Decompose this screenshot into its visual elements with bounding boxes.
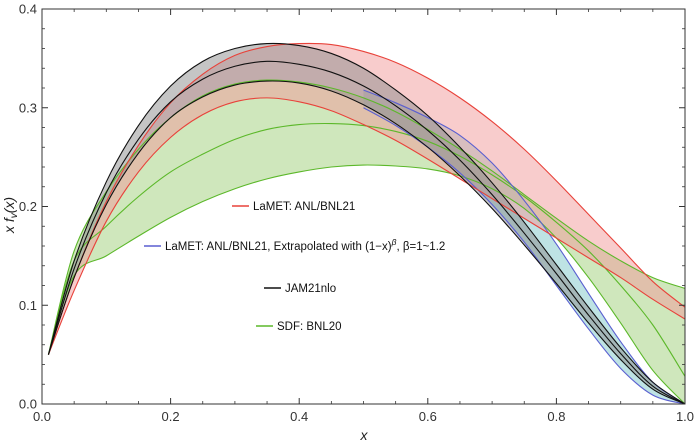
curve-jam21nlo-lower (47, 80, 686, 405)
legend-label-lamet: LaMET: ANL/BNL21 (253, 201, 355, 213)
legend-label-sdf: SDF: BNL20 (277, 321, 342, 333)
legend-label-jam21nlo: JAM21nlo (285, 283, 336, 295)
legend-label-lamet-extrapolated-main: LaMET: ANL/BNL21, Extrapolated with (1−x… (165, 241, 392, 253)
y-axis-label: x fv(x) (1, 197, 20, 234)
y-axis-label-arg: (x) (1, 197, 17, 213)
x-tick-label-0.8: 0.8 (547, 409, 565, 424)
curve-sdf-bnl20-upper (47, 79, 686, 355)
y-tick-label-0.4: 0.4 (19, 2, 37, 17)
x-tick-label-1.0: 1.0 (676, 409, 694, 424)
legend-label-lamet-extrapolated-sup: β (391, 237, 397, 247)
band-lamet-anl-bnl21-extrapolated (363, 89, 685, 404)
curve-jam21nlo-central (47, 60, 686, 405)
y-axis-label-sub: v (9, 212, 20, 218)
y-tick-label-0.2: 0.2 (19, 199, 37, 214)
y-axis-label-x: x (1, 222, 17, 234)
y-tick-label-0.1: 0.1 (19, 298, 37, 313)
legend-label-lamet-extrapolated: LaMET: ANL/BNL21, Extrapolated with (1−x… (165, 237, 445, 253)
x-tick-label-0.6: 0.6 (419, 409, 437, 424)
curve-lamet-anl-bnl21-upper (47, 42, 686, 355)
bands-layer (48, 43, 686, 405)
curves-layer (47, 42, 686, 405)
curve-sdf-bnl20-central (47, 122, 686, 377)
x-tick-label-0.4: 0.4 (290, 409, 308, 424)
y-tick-label-0.3: 0.3 (19, 100, 37, 115)
x-axis-label: x (360, 427, 369, 443)
curve-jam21nlo-upper (47, 42, 686, 405)
curve-sdf-bnl20-lower (47, 164, 686, 405)
legend-label-lamet-extrapolated-tail: , β=1~1.2 (396, 241, 445, 253)
legend: LaMET: ANL/BNL21 LaMET: ANL/BNL21, Extra… (144, 201, 445, 333)
curve-lamet-anl-bnl21-lower (47, 97, 686, 355)
x-tick-label-0.0: 0.0 (33, 409, 51, 424)
curve-lamet-anl-bnl21-extrapolated-upper (363, 89, 686, 405)
band-sdf-bnl20 (48, 80, 686, 404)
y-axis-label-f: f (1, 216, 17, 222)
ticks-layer: 0.0 0.2 0.4 0.6 0.8 1.0 0.0 0.1 0.2 0.3 0.4 (19, 2, 694, 425)
x-tick-label-0.2: 0.2 (162, 409, 180, 424)
y-tick-label-0.0: 0.0 (19, 397, 37, 412)
